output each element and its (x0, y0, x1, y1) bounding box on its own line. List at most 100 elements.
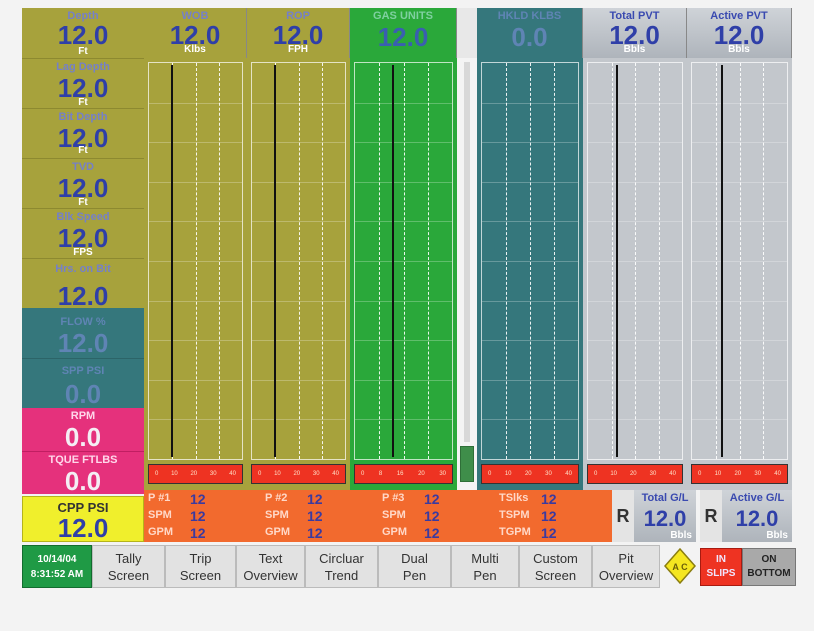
multi-pen-button[interactable]: Multi Pen (451, 545, 519, 588)
scroll-track[interactable] (457, 58, 477, 490)
total-spm-label: TSPM (499, 509, 530, 521)
pump-2-label: P #2 (265, 492, 288, 504)
dual-pen-button[interactable]: Dual Pen (378, 545, 451, 588)
wob-scale: 0 10 20 30 40 (148, 464, 243, 484)
scroll-thumb[interactable] (460, 446, 474, 482)
hkld-header: HKLD KLBS 0.0 (477, 8, 583, 58)
custom-screen-button[interactable]: Custom Screen (519, 545, 592, 588)
flow-value: 12.0 (57, 328, 109, 358)
total-pvt-unit: Bbls (623, 44, 646, 55)
circular-trend-button[interactable]: Circluar Trend (305, 545, 378, 588)
scale-line (635, 63, 636, 459)
rop-unit: FPH (288, 44, 308, 55)
tally-screen-button[interactable]: Tally Screen (92, 545, 165, 588)
rop-track: 0 10 20 30 40 (247, 58, 350, 490)
date-label: 10/14/04 (37, 554, 77, 565)
pump-1-label: P #1 (148, 492, 171, 504)
active-pvt-unit: Bbls (728, 44, 750, 55)
text-overview-button[interactable]: Text Overview (236, 545, 305, 588)
bit-depth-label: Bit Depth (58, 111, 108, 123)
torque-value: 0.0 (64, 466, 102, 496)
total-gl-unit: Bbls (670, 530, 692, 541)
blk-speed-value: 12.0 (57, 223, 109, 253)
company-logo-icon: A C (663, 547, 697, 585)
bit-depth-readout: Bit Depth 12.0 Ft (22, 108, 144, 158)
active-pvt-plot-area (691, 62, 788, 460)
wob-plot-area (148, 62, 243, 460)
blk-speed-unit: FPS (73, 247, 93, 258)
pump-strip: P #1 12 SPM 12 GPM 12 P #2 12 SPM 12 GPM… (144, 490, 612, 542)
gas-value: 12.0 (377, 22, 429, 52)
scale-line (611, 63, 613, 459)
depth-label: Depth (67, 10, 99, 22)
pump-2-gpm-label: GPM (265, 526, 291, 538)
depth-readout: Depth 12.0 Ft (22, 8, 144, 58)
pump-3-spm-value: 12 (424, 508, 440, 524)
pump-totals-block: TSlks 12 TSPM 12 TGPM 12 (495, 490, 612, 542)
active-gl-reset-button[interactable]: R (700, 490, 722, 542)
tvd-value: 12.0 (57, 173, 109, 203)
bit-depth-unit: Ft (78, 145, 88, 156)
rop-pen-trace (274, 65, 277, 457)
rpm-readout: RPM 0.0 (22, 408, 144, 452)
scale-line (763, 63, 765, 459)
pump-3-gpm-label: GPM (382, 526, 408, 538)
hrs-on-bit-readout: Hrs. on Bit 12.0 (22, 258, 144, 311)
scale-line (379, 63, 381, 459)
scale-line (218, 63, 220, 459)
total-gl-reset-button[interactable]: R (612, 490, 634, 542)
active-pvt-track: 0 10 20 30 40 (687, 58, 792, 490)
rop-plot-area (251, 62, 346, 460)
scale-line (195, 63, 197, 459)
on-bottom-indicator[interactable]: ON BOTTOM (742, 548, 796, 586)
hkld-scale: 0 10 20 30 40 (481, 464, 579, 484)
bit-depth-value: 12.0 (57, 123, 109, 153)
pit-overview-button[interactable]: Pit Overview (592, 545, 660, 588)
total-strokes-label: TSlks (499, 492, 529, 504)
pump-1-value: 12 (190, 491, 206, 507)
active-pvt-scale: 0 10 20 30 40 (691, 464, 788, 484)
gas-plot-area (354, 62, 453, 460)
pump-3-label: P #3 (382, 492, 405, 504)
flow-readout: FLOW % 12.0 (22, 308, 144, 358)
pump-3-gpm-value: 12 (424, 525, 440, 541)
pump-1-gpm-label: GPM (148, 526, 174, 538)
lag-depth-unit: Ft (78, 97, 88, 108)
pump-1-gpm-value: 12 (190, 525, 206, 541)
scale-line (298, 63, 300, 459)
scale-line (530, 63, 531, 459)
trip-screen-button[interactable]: Trip Screen (165, 545, 236, 588)
pump-1-spm-label: SPM (148, 509, 172, 521)
tvd-label: TVD (72, 161, 94, 173)
svg-text:A C: A C (672, 562, 688, 572)
in-slips-indicator[interactable]: IN SLIPS (700, 548, 742, 586)
rop-scale: 0 10 20 30 40 (251, 464, 346, 484)
wob-value: 12.0 (169, 20, 221, 50)
lag-depth-label: Lag Depth (56, 61, 110, 73)
wob-track: 0 10 20 30 40 (144, 58, 247, 490)
pump-1-block: P #1 12 SPM 12 GPM 12 (144, 490, 261, 542)
pump-2-value: 12 (307, 491, 323, 507)
total-pvt-track: 0 10 20 30 40 (583, 58, 687, 490)
total-pvt-label: Total PVT (609, 10, 660, 22)
total-pvt-header: Total PVT 12.0 Bbls (583, 8, 687, 58)
total-pvt-plot-area (587, 62, 683, 460)
lag-depth-value: 12.0 (57, 73, 109, 103)
hrs-on-bit-label: Hrs. on Bit (55, 263, 111, 275)
pump-2-block: P #2 12 SPM 12 GPM 12 (261, 490, 378, 542)
hkld-label: HKLD KLBS (497, 10, 562, 22)
active-pvt-header: Active PVT 12.0 Bbls (687, 8, 792, 58)
total-gl-value: 12.0 (643, 506, 687, 531)
total-pvt-scale: 0 10 20 30 40 (587, 464, 683, 484)
active-pvt-pen-trace (720, 65, 723, 457)
depth-value: 12.0 (57, 20, 109, 50)
scale-line (554, 63, 555, 459)
cpp-value: 12.0 (57, 513, 109, 543)
scale-line (658, 63, 660, 459)
pump-2-spm-value: 12 (307, 508, 323, 524)
wob-header: WOB 12.0 Klbs (144, 8, 247, 58)
wob-label: WOB (181, 10, 209, 22)
cpp-label: CPP PSI (57, 500, 109, 515)
scale-line (739, 63, 741, 459)
active-pvt-label: Active PVT (710, 10, 768, 22)
